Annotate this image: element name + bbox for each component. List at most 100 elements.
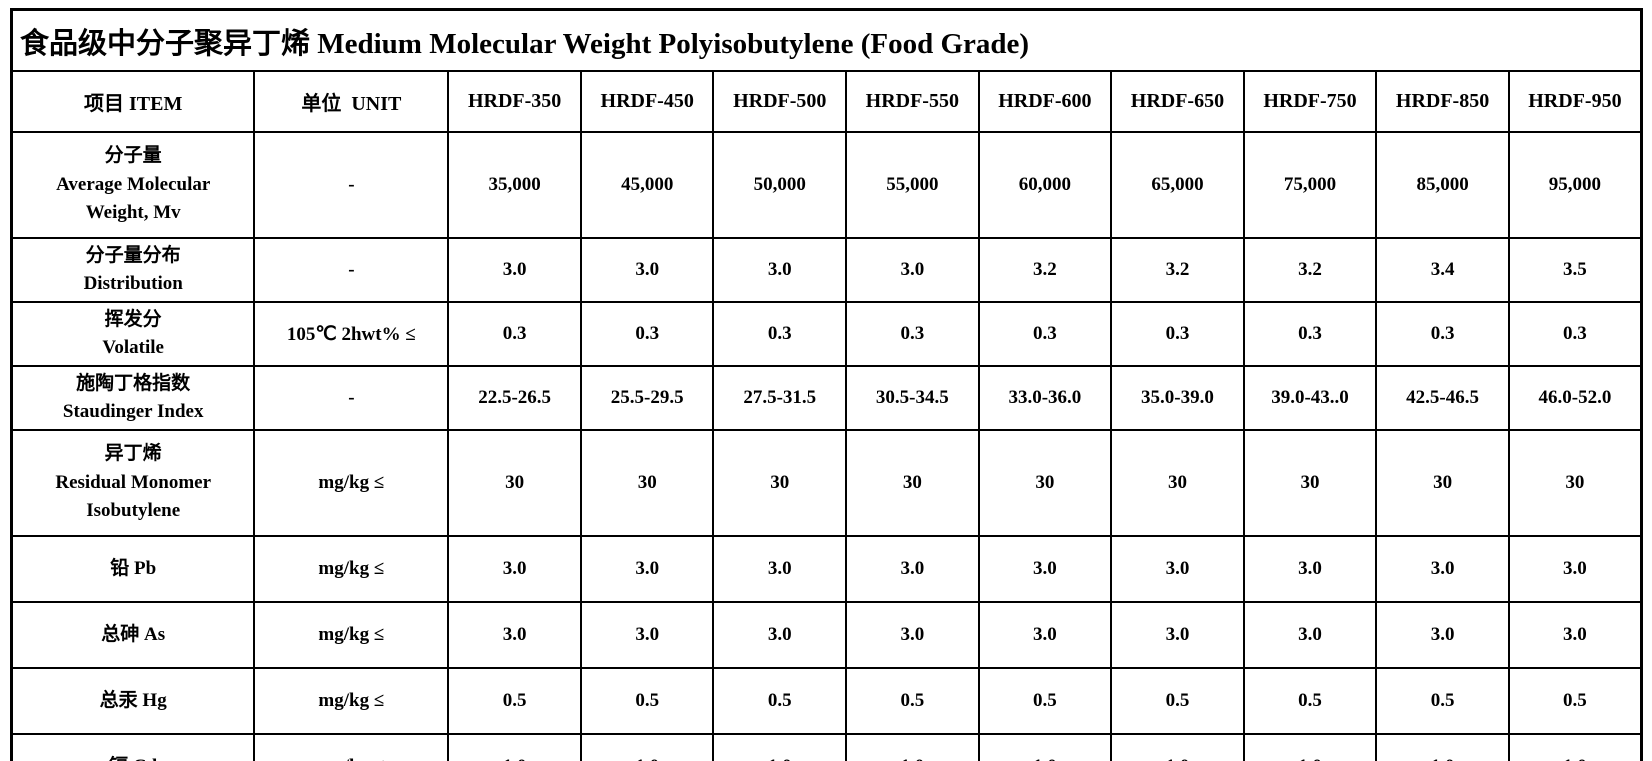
value-cell: 1.0 — [447, 733, 582, 761]
column-header-item: 项目 ITEM — [10, 70, 256, 133]
value-cell: 27.5-31.5 — [712, 365, 848, 431]
value-cell: 0.5 — [1110, 667, 1245, 735]
value-cell: 0.3 — [977, 301, 1113, 367]
column-header-product: HRDF-750 — [1242, 70, 1378, 133]
value-cell: 45,000 — [579, 131, 715, 239]
value-cell: 3.2 — [977, 237, 1113, 303]
value-cell: 1.0 — [1242, 733, 1378, 761]
value-cell: 30 — [712, 429, 848, 537]
column-header-product: HRDF-550 — [845, 70, 980, 133]
value-cell: 30 — [579, 429, 715, 537]
value-cell: 50,000 — [712, 131, 848, 239]
column-header-product: HRDF-600 — [977, 70, 1113, 133]
value-cell: 1.0 — [579, 733, 715, 761]
value-cell: 3.0 — [1110, 601, 1245, 669]
item-cell: 挥发分 Volatile — [10, 301, 256, 367]
value-cell: 30 — [1242, 429, 1378, 537]
value-cell: 65,000 — [1110, 131, 1245, 239]
table-row: 挥发分 Volatile 105℃ 2hwt% ≤0.3 0.3 0.3 0.3 0.3 0.… — [10, 301, 1643, 367]
value-cell: 3.0 — [447, 601, 582, 669]
item-label-line: 施陶丁格指数 — [76, 372, 191, 394]
value-cell: 3.0 — [1242, 535, 1378, 603]
value-cell: 46.0-52.0 — [1507, 365, 1643, 431]
item-cell: 总汞 Hg — [10, 667, 256, 735]
value-cell: 0.5 — [845, 667, 980, 735]
value-cell: 0.5 — [447, 667, 582, 735]
item-cell: 施陶丁格指数 Staudinger Index — [10, 365, 256, 431]
value-cell: 3.0 — [1507, 601, 1643, 669]
value-cell: 3.0 — [845, 237, 980, 303]
value-cell: 3.0 — [579, 601, 715, 669]
value-cell: 0.5 — [1242, 667, 1378, 735]
table-row: 总砷 As mg/kg ≤3.0 3.0 3.0 3.0 3.0 3.0 3.0 3.0 3.0 — [10, 601, 1643, 669]
column-header-product: HRDF-500 — [712, 70, 848, 133]
value-cell: 30 — [1375, 429, 1510, 537]
item-label-line: Isobutylene — [86, 500, 181, 522]
value-cell: 1.0 — [1110, 733, 1245, 761]
table-row: 铅 Pb mg/kg ≤3.0 3.0 3.0 3.0 3.0 3.0 3.0 3.0 3.0 — [10, 535, 1643, 603]
value-cell: 3.0 — [1375, 535, 1510, 603]
item-label-line: Residual Monomer — [55, 471, 212, 493]
value-cell: 3.0 — [1110, 535, 1245, 603]
item-label-line: Weight, Mv — [85, 202, 181, 224]
column-header-product: HRDF-450 — [579, 70, 715, 133]
value-cell: 0.5 — [1507, 667, 1643, 735]
value-cell: 1.0 — [977, 733, 1113, 761]
value-cell: 3.0 — [447, 237, 582, 303]
column-header-product: HRDF-350 — [447, 70, 582, 133]
table-title: 食品级中分子聚异丁烯 Medium Molecular Weight Polyi… — [10, 8, 1643, 72]
item-label-line: 铅 Pb — [110, 557, 157, 579]
value-cell: 0.3 — [845, 301, 980, 367]
value-cell: 3.0 — [712, 237, 848, 303]
item-label-line: Distribution — [83, 273, 183, 294]
unit-cell: mg/kg ≤ — [253, 429, 450, 537]
value-cell: 1.0 — [1375, 733, 1510, 761]
item-label-line: 分子量 — [104, 145, 162, 167]
value-cell: 39.0-43..0 — [1242, 365, 1378, 431]
unit-cell: - — [253, 237, 450, 303]
value-cell: 30 — [1507, 429, 1643, 537]
table-row: 镉 Cdmg/kg ≤1.01.01.01.01.01.01.01.01.0 — [10, 733, 1643, 761]
value-cell: 30 — [447, 429, 582, 537]
unit-cell: mg/kg ≤ — [253, 601, 450, 669]
value-cell: 3.0 — [845, 601, 980, 669]
value-cell: 3.0 — [845, 535, 980, 603]
table-row: 异丁烯 Residual Monomer Isobutylene mg/kg ≤30 3… — [10, 429, 1643, 537]
item-label-line: 分子量分布 — [85, 244, 181, 266]
value-cell: 3.0 — [447, 535, 582, 603]
value-cell: 3.0 — [579, 237, 715, 303]
value-cell: 0.5 — [977, 667, 1113, 735]
value-cell: 3.0 — [579, 535, 715, 603]
item-label-line: 镉 Cd — [17, 753, 249, 761]
unit-cell: 105℃ 2hwt% ≤ — [253, 301, 450, 367]
value-cell: 3.2 — [1242, 237, 1378, 303]
value-cell: 30 — [845, 429, 980, 537]
value-cell: 30 — [1110, 429, 1245, 537]
table-row: 分子量 Average Molecular Weight, Mv -35,000 45,… — [10, 131, 1643, 239]
item-label-line: Staudinger Index — [62, 401, 204, 422]
value-cell: 0.3 — [1507, 301, 1643, 367]
value-cell: 3.4 — [1375, 237, 1510, 303]
value-cell: 60,000 — [977, 131, 1113, 239]
value-cell: 3.0 — [977, 535, 1113, 603]
column-header-product: HRDF-650 — [1110, 70, 1245, 133]
unit-cell: - — [253, 131, 450, 239]
value-cell: 0.5 — [579, 667, 715, 735]
value-cell: 35,000 — [447, 131, 582, 239]
value-cell: 0.5 — [712, 667, 848, 735]
item-label-line: Average Molecular — [56, 173, 211, 195]
item-label-line: 总汞 Hg — [99, 689, 167, 711]
value-cell: 85,000 — [1375, 131, 1510, 239]
header-row: 项目 ITEM 单位 UNIT HRDF-350 HRDF-450 HRDF-500… — [10, 70, 1643, 133]
column-header-product: HRDF-950 — [1507, 70, 1643, 133]
value-cell: 35.0-39.0 — [1110, 365, 1245, 431]
value-cell: 30.5-34.5 — [845, 365, 980, 431]
item-label-line: 异丁烯 — [104, 443, 162, 465]
value-cell: 3.0 — [977, 601, 1113, 669]
unit-cell: - — [253, 365, 450, 431]
value-cell: 3.2 — [1110, 237, 1245, 303]
unit-cell: mg/kg ≤ — [253, 733, 450, 761]
value-cell: 1.0 — [1507, 733, 1643, 761]
value-cell: 42.5-46.5 — [1375, 365, 1510, 431]
